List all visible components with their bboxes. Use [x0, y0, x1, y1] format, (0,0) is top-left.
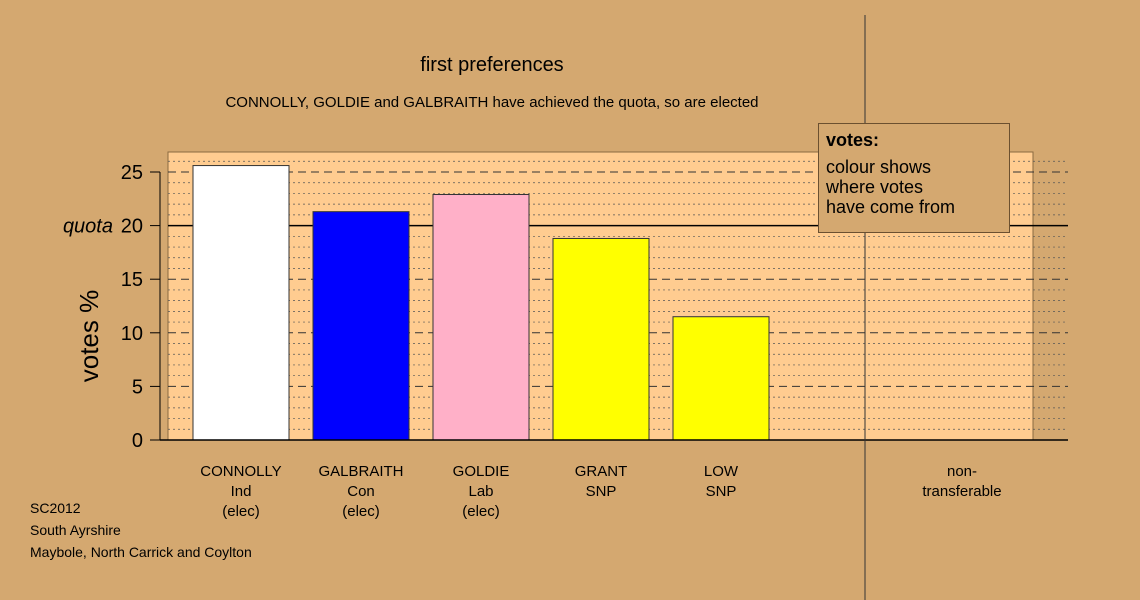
chart-title: first preferences — [420, 54, 563, 76]
x-label-status: (elec) — [342, 503, 380, 520]
bar-grant — [552, 237, 650, 441]
x-label-name: LOW — [704, 463, 739, 480]
bar-low — [672, 316, 770, 441]
x-label-party: SNP — [706, 483, 737, 500]
y-tick-label: 5 — [132, 376, 143, 398]
chart-subtitle: CONNOLLY, GOLDIE and GALBRAITH have achi… — [225, 94, 758, 111]
x-label-name: CONNOLLY — [200, 463, 281, 480]
bar-connolly — [192, 165, 290, 441]
y-tick-label: 20 — [121, 216, 143, 238]
x-label-party: Con — [347, 483, 375, 500]
footer-council: South Ayrshire — [30, 522, 121, 538]
x-label-status: (elec) — [462, 503, 500, 520]
x-label-party: Lab — [468, 483, 493, 500]
x-label-status: (elec) — [222, 503, 260, 520]
y-tick-label: 10 — [121, 323, 143, 345]
nontransferable-label: transferable — [922, 483, 1001, 500]
nontransferable-label: non- — [947, 463, 977, 480]
x-label-party: SNP — [586, 483, 617, 500]
x-label-name: GOLDIE — [453, 463, 510, 480]
quota-label: quota — [63, 216, 113, 238]
legend-title: votes: — [826, 130, 880, 150]
y-tick-label: 0 — [132, 430, 143, 452]
x-label-name: GRANT — [575, 463, 628, 480]
x-label-party: Ind — [231, 483, 252, 500]
y-tick-label: 25 — [121, 162, 143, 184]
bar-galbraith — [312, 211, 410, 441]
footer-code: SC2012 — [30, 500, 81, 516]
y-tick-label: 15 — [121, 269, 143, 291]
x-label-name: GALBRAITH — [318, 463, 403, 480]
legend: votes: colour shows where votes have com… — [818, 123, 1010, 233]
y-axis-title: votes % — [74, 290, 104, 383]
bar-goldie — [432, 194, 530, 441]
legend-body: colour shows where votes have come from — [826, 157, 956, 217]
footer-ward: Maybole, North Carrick and Coylton — [30, 544, 252, 560]
